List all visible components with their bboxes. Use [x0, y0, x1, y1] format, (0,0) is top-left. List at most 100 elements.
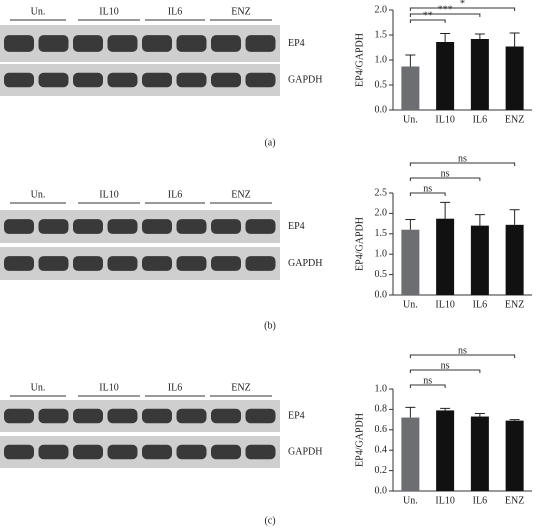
- y-tick-label: 1.5: [375, 228, 388, 239]
- blot-band: [73, 256, 103, 271]
- lane-group-label: IL10: [99, 6, 118, 17]
- blot-band: [38, 35, 69, 52]
- bar: [401, 66, 420, 110]
- panel-label: (a): [264, 137, 275, 148]
- blot-band: [38, 256, 69, 271]
- y-tick-label: 1.0: [375, 54, 388, 65]
- blot-band: [211, 256, 241, 271]
- y-tick-label: 1.0: [375, 383, 388, 394]
- significance-bracket: [409, 177, 481, 181]
- blot-band: [73, 72, 103, 88]
- significance-label: *: [460, 0, 465, 9]
- blot-band: [4, 219, 34, 234]
- blot-band: [38, 444, 69, 460]
- blot-band: [245, 256, 276, 271]
- blot-band: [245, 408, 276, 424]
- bar: [436, 42, 455, 110]
- significance-bracket: [409, 384, 446, 388]
- y-tick-label: 0.0: [375, 289, 388, 300]
- blot-band: [38, 408, 69, 424]
- bar: [470, 416, 489, 491]
- blot-band: [176, 35, 207, 52]
- significance-label: **: [423, 10, 433, 21]
- x-tick-label: IL10: [435, 114, 454, 125]
- blot-band: [73, 219, 103, 234]
- bar: [470, 225, 489, 295]
- y-tick-label: 0.5: [375, 79, 388, 90]
- blot-band: [176, 444, 207, 460]
- significance-label: ***: [438, 4, 453, 15]
- blot-band: [211, 444, 241, 460]
- blot-band: [176, 72, 207, 88]
- significance-label: ns: [458, 153, 467, 164]
- blot-band: [176, 408, 207, 424]
- bar: [505, 224, 524, 295]
- panel-label: (c): [264, 515, 275, 526]
- x-tick-label: Un.: [403, 114, 418, 125]
- blot-band: [142, 72, 172, 88]
- blot-band: [107, 444, 138, 460]
- significance-label: ns: [458, 345, 467, 356]
- blot-band: [211, 35, 241, 52]
- blot-band: [107, 219, 138, 234]
- significance-label: ns: [441, 168, 450, 179]
- x-tick-label: IL10: [435, 299, 454, 310]
- bar: [436, 218, 455, 295]
- y-tick-label: 2.5: [375, 187, 388, 198]
- blot-band: [142, 35, 172, 52]
- blot-band: [142, 219, 172, 234]
- row-label: EP4: [288, 38, 305, 49]
- y-axis-label: EP4/GAPDH: [354, 217, 365, 271]
- blot-band: [107, 72, 138, 88]
- blot-band: [142, 256, 172, 271]
- blot-band: [73, 35, 103, 52]
- significance-bracket: [409, 7, 516, 11]
- significance-bracket: [409, 19, 446, 23]
- y-tick-label: 0.0: [375, 485, 388, 496]
- row-label: GAPDH: [288, 446, 322, 457]
- blot-band: [211, 72, 241, 88]
- significance-bracket: [409, 192, 446, 196]
- x-tick-label: ENZ: [505, 299, 524, 310]
- y-axis-label: EP4/GAPDH: [354, 33, 365, 87]
- x-tick-label: ENZ: [505, 114, 524, 125]
- lane-group-label: IL6: [168, 6, 182, 17]
- blot-band: [245, 444, 276, 460]
- x-tick-label: IL6: [473, 299, 487, 310]
- bar: [436, 410, 455, 491]
- significance-label: ns: [423, 375, 432, 386]
- lane-group-label: ENZ: [231, 382, 250, 393]
- significance-bracket: [409, 354, 516, 358]
- lane-group-label: IL10: [99, 382, 118, 393]
- y-tick-label: 2.0: [375, 208, 388, 219]
- bar: [401, 229, 420, 295]
- blot-band: [176, 219, 207, 234]
- x-tick-label: ENZ: [505, 495, 524, 506]
- lane-group-label: IL6: [168, 382, 182, 393]
- bar: [470, 39, 489, 110]
- lane-group-label: ENZ: [231, 189, 250, 200]
- blot-band: [211, 408, 241, 424]
- blot-band: [4, 408, 34, 424]
- x-tick-label: Un.: [403, 299, 418, 310]
- y-tick-label: 0.2: [375, 465, 388, 476]
- y-tick-label: 1.0: [375, 248, 388, 259]
- bar: [401, 417, 420, 491]
- blot-band: [38, 219, 69, 234]
- row-label: GAPDH: [288, 258, 322, 269]
- lane-group-label: Un.: [31, 6, 46, 17]
- significance-bracket: [409, 369, 481, 373]
- blot-band: [107, 35, 138, 52]
- blot-band: [245, 35, 276, 52]
- blot-band: [73, 408, 103, 424]
- blot-band: [4, 256, 34, 271]
- row-label: EP4: [288, 410, 305, 421]
- significance-label: ns: [423, 183, 432, 194]
- lane-group-label: IL10: [99, 189, 118, 200]
- panel-label: (b): [264, 320, 276, 331]
- blot-band: [4, 444, 34, 460]
- row-label: EP4: [288, 221, 305, 232]
- blot-band: [38, 72, 69, 88]
- blot-band: [211, 219, 241, 234]
